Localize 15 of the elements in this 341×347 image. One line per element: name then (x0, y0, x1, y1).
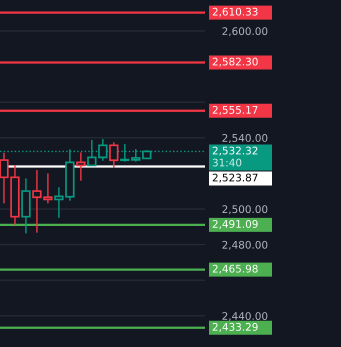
ref-line-label: 2,532.32 (212, 146, 258, 156)
y-tick-label: 2,600.00 (222, 27, 268, 36)
ref-line-label: 2,610.33 (212, 8, 258, 17)
ref-line-label: 2,465.98 (212, 264, 258, 274)
ref-line-label: 2,523.87 (212, 174, 258, 183)
ref-line-label: 2,555.17 (212, 106, 258, 115)
y-tick-label: 2,440.00 (222, 312, 268, 322)
ref-line-label: 2,491.09 (212, 220, 258, 229)
y-tick-label: 2,540.00 (222, 134, 268, 143)
candlestick (0, 152, 9, 204)
ref-line-label: 2,433.29 (212, 322, 258, 332)
ref-line-label: 2,582.30 (212, 58, 258, 67)
y-tick-label: 2,480.00 (222, 240, 268, 250)
y-tick-label: 2,500.00 (222, 205, 268, 214)
text: 31:40 (212, 158, 242, 166)
